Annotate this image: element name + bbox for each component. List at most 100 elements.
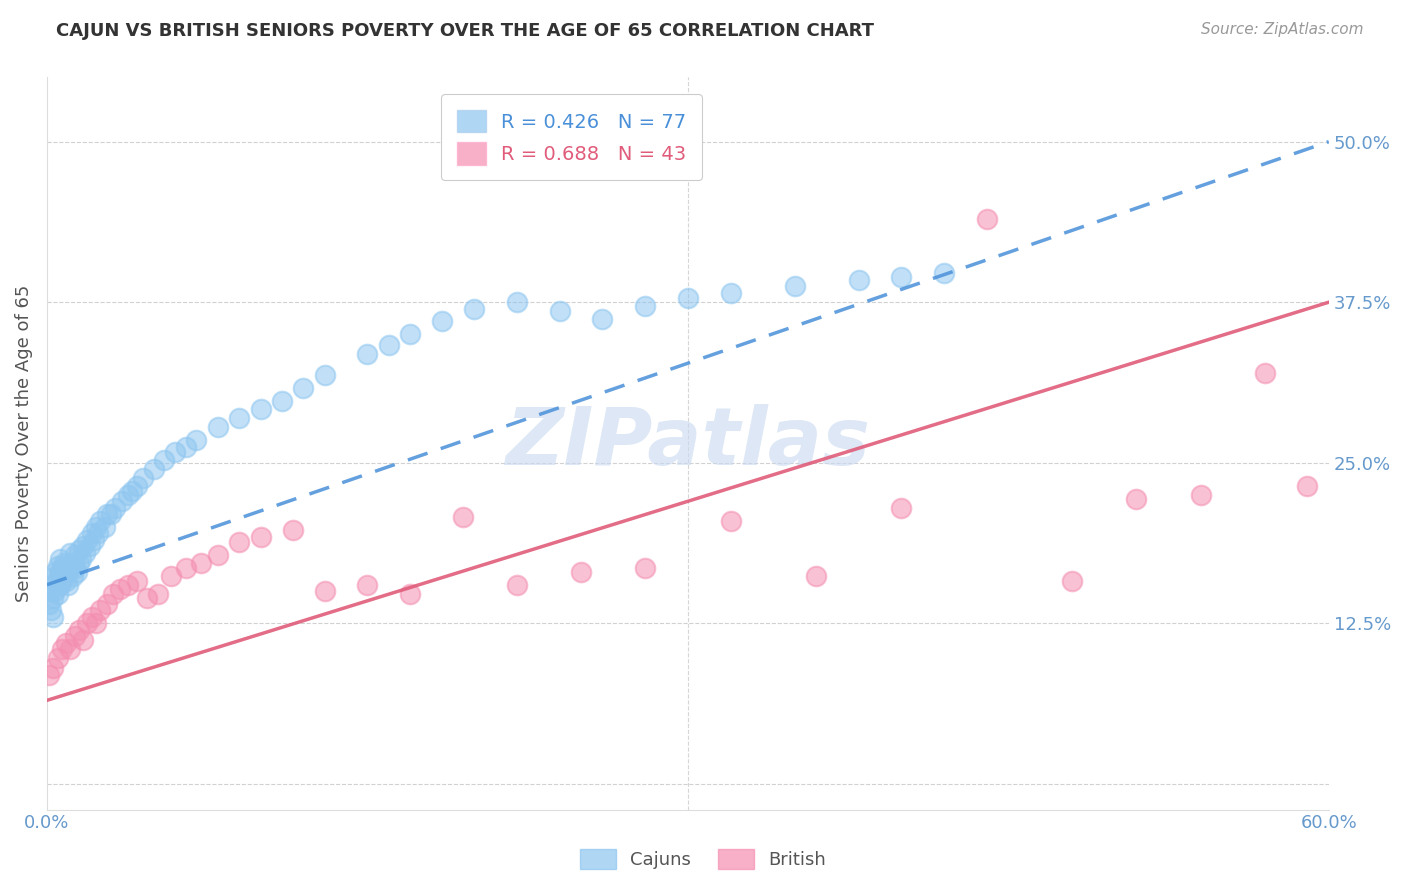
Point: [44, 565, 66, 579]
Point: [430, 314, 453, 328]
Point: [62, 556, 84, 570]
Point: [399, 327, 422, 342]
Legend: R = 0.426   N = 77, R = 0.688   N = 43: R = 0.426 N = 77, R = 0.688 N = 43: [441, 95, 702, 180]
Point: [934, 266, 956, 280]
Point: [1253, 366, 1275, 380]
Point: [142, 462, 165, 476]
Point: [79, 539, 101, 553]
Point: [72, 539, 94, 553]
Point: [356, 346, 378, 360]
Point: [1062, 574, 1084, 588]
Point: [59, 558, 82, 573]
Point: [59, 642, 82, 657]
Point: [125, 574, 148, 588]
Point: [249, 401, 271, 416]
Point: [53, 556, 76, 570]
Point: [96, 597, 118, 611]
Point: [848, 273, 870, 287]
Point: [132, 471, 155, 485]
Point: [117, 488, 139, 502]
Point: [38, 597, 60, 611]
Point: [101, 587, 124, 601]
Point: [720, 286, 742, 301]
Point: [292, 381, 315, 395]
Point: [314, 584, 336, 599]
Point: [506, 295, 529, 310]
Point: [58, 578, 80, 592]
Point: [136, 591, 159, 605]
Point: [48, 552, 70, 566]
Point: [270, 394, 292, 409]
Point: [70, 552, 93, 566]
Point: [804, 568, 827, 582]
Point: [569, 565, 592, 579]
Point: [96, 507, 118, 521]
Point: [207, 419, 229, 434]
Point: [42, 661, 65, 675]
Point: [44, 584, 66, 599]
Point: [46, 558, 69, 573]
Text: Source: ZipAtlas.com: Source: ZipAtlas.com: [1201, 22, 1364, 37]
Point: [377, 337, 399, 351]
Point: [59, 546, 82, 560]
Point: [58, 565, 80, 579]
Point: [314, 368, 336, 383]
Text: CAJUN VS BRITISH SENIORS POVERTY OVER THE AGE OF 65 CORRELATION CHART: CAJUN VS BRITISH SENIORS POVERTY OVER TH…: [56, 22, 875, 40]
Point: [63, 629, 86, 643]
Point: [84, 616, 107, 631]
Point: [55, 561, 77, 575]
Point: [676, 291, 699, 305]
Point: [228, 535, 250, 549]
Point: [976, 211, 998, 226]
Point: [249, 530, 271, 544]
Point: [46, 587, 69, 601]
Point: [117, 578, 139, 592]
Point: [51, 642, 73, 657]
Point: [634, 561, 657, 575]
Point: [186, 433, 208, 447]
Point: [174, 441, 197, 455]
Point: [42, 610, 65, 624]
Point: [720, 514, 742, 528]
Point: [89, 603, 111, 617]
Point: [83, 533, 105, 547]
Point: [46, 571, 69, 585]
Point: [84, 520, 107, 534]
Point: [1125, 491, 1147, 506]
Point: [890, 500, 912, 515]
Point: [93, 520, 115, 534]
Point: [75, 546, 97, 560]
Point: [207, 548, 229, 562]
Text: ZIPatlas: ZIPatlas: [505, 404, 870, 483]
Point: [125, 479, 148, 493]
Point: [165, 445, 187, 459]
Point: [67, 556, 90, 570]
Point: [72, 632, 94, 647]
Point: [39, 603, 62, 617]
Point: [55, 635, 77, 649]
Point: [89, 514, 111, 528]
Point: [1189, 488, 1212, 502]
Point: [66, 565, 89, 579]
Point: [53, 568, 76, 582]
Point: [39, 584, 62, 599]
Point: [48, 578, 70, 592]
Point: [121, 483, 143, 498]
Point: [399, 587, 422, 601]
Point: [356, 578, 378, 592]
Legend: Cajuns, British: Cajuns, British: [571, 839, 835, 879]
Point: [46, 651, 69, 665]
Point: [190, 556, 212, 570]
Y-axis label: Seniors Poverty Over the Age of 65: Seniors Poverty Over the Age of 65: [15, 285, 32, 602]
Point: [146, 587, 169, 601]
Point: [228, 410, 250, 425]
Point: [104, 500, 127, 515]
Point: [63, 548, 86, 562]
Point: [174, 561, 197, 575]
Point: [39, 571, 62, 585]
Point: [100, 507, 122, 521]
Point: [453, 509, 475, 524]
Point: [76, 616, 98, 631]
Point: [51, 561, 73, 575]
Point: [281, 523, 304, 537]
